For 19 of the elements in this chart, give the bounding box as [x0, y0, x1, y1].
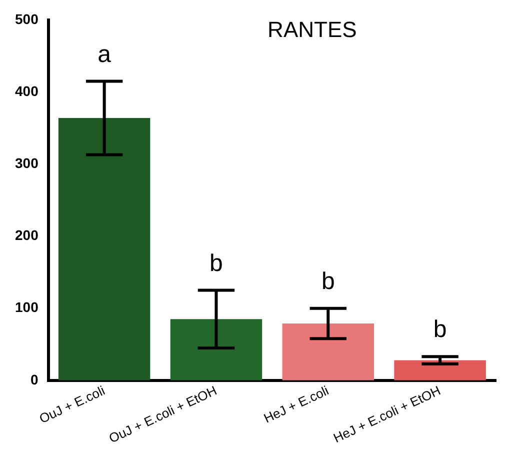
- y-tick-label: 100: [15, 299, 39, 316]
- bar: [170, 319, 262, 380]
- annotation: b: [321, 268, 335, 295]
- y-tick-label: 0: [30, 371, 39, 388]
- y-tick-label: 300: [15, 155, 39, 172]
- chart-title: RANTES: [268, 17, 357, 42]
- x-tick-label: HeJ + E.coli + EtOH: [331, 382, 443, 446]
- y-tick-label: 500: [15, 10, 39, 27]
- y-tick-label: 200: [15, 227, 39, 244]
- annotation: a: [98, 40, 112, 68]
- bar: [282, 323, 374, 380]
- x-tick-label: OuJ + E.coli: [36, 382, 108, 426]
- annotation: b: [433, 316, 447, 344]
- x-tick-label: OuJ + E.coli + EtOH: [106, 382, 220, 446]
- x-tick-label: HeJ + E.coli: [261, 382, 332, 426]
- bar: [394, 360, 486, 380]
- bar: [58, 118, 150, 380]
- annotation: b: [210, 250, 223, 277]
- y-tick-label: 400: [15, 82, 39, 99]
